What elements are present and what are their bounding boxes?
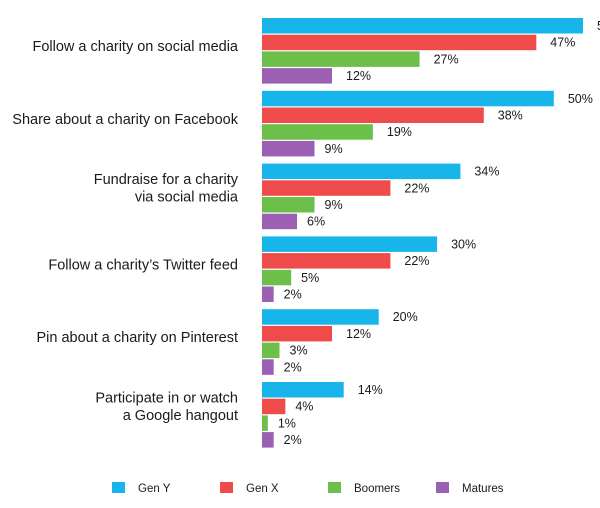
bars <box>262 18 583 448</box>
category-label: Follow a charity’s Twitter feed <box>48 257 238 273</box>
bar-matures <box>262 140 315 157</box>
bar-gen-x <box>262 107 484 123</box>
bar-matures <box>262 432 274 448</box>
category-label: a Google hangout <box>123 408 238 424</box>
value-label: 6% <box>307 215 325 229</box>
bar-boomers <box>262 197 315 213</box>
value-label: 12% <box>346 69 371 83</box>
value-label: 9% <box>325 142 343 156</box>
bar-boomers <box>262 124 373 140</box>
value-label: 2% <box>284 360 302 374</box>
value-label: 55% <box>597 19 600 33</box>
value-label: 2% <box>284 433 302 447</box>
bar-matures <box>262 213 298 230</box>
legend-swatch-matures <box>436 482 449 493</box>
value-label: 47% <box>550 36 575 50</box>
bar-gen-x <box>262 180 391 196</box>
bar-boomers <box>262 51 420 67</box>
value-labels: 55%47%27%12%50%38%19%9%34%22%9%6%30%22%5… <box>278 19 600 447</box>
bar-boomers <box>262 415 268 431</box>
bar-matures <box>262 68 333 84</box>
bar-gen-x <box>262 325 333 342</box>
bar-matures <box>262 359 274 375</box>
value-label: 19% <box>387 125 412 139</box>
value-label: 3% <box>290 344 308 358</box>
value-label: 1% <box>278 416 296 430</box>
value-label: 30% <box>451 237 476 251</box>
bar-gen-y <box>262 309 379 325</box>
value-label: 4% <box>295 400 313 414</box>
legend-label-matures: Matures <box>462 483 504 495</box>
legend-swatch-boomers <box>328 482 341 493</box>
legend-label-gen-y: Gen Y <box>138 483 171 495</box>
value-label: 22% <box>404 181 429 195</box>
category-label: Fundraise for a charity <box>94 172 239 188</box>
legend-label-gen-x: Gen X <box>246 483 279 495</box>
category-label: Share about a charity on Facebook <box>12 112 238 128</box>
bar-gen-x <box>262 398 286 415</box>
bar-gen-y <box>262 90 554 107</box>
value-label: 34% <box>474 165 499 179</box>
category-label: via social media <box>135 189 239 205</box>
bar-boomers <box>262 342 280 359</box>
value-label: 14% <box>358 383 383 397</box>
bar-gen-x <box>262 34 537 51</box>
value-label: 2% <box>284 288 302 302</box>
value-label: 27% <box>434 52 459 66</box>
value-label: 22% <box>404 254 429 268</box>
category-label: Follow a charity on social media <box>32 39 238 55</box>
legend-label-boomers: Boomers <box>354 483 400 495</box>
bar-gen-x <box>262 253 391 269</box>
value-label: 12% <box>346 327 371 341</box>
bar-matures <box>262 286 274 302</box>
bar-boomers <box>262 269 292 286</box>
bar-gen-y <box>262 163 461 180</box>
value-label: 38% <box>498 109 523 123</box>
bar-gen-y <box>262 382 344 398</box>
category-labels: Follow a charity on social media Share ab… <box>12 39 239 424</box>
value-label: 5% <box>301 271 319 285</box>
value-label: 9% <box>325 198 343 212</box>
legend: Gen Y Gen X Boomers Matures <box>112 482 504 495</box>
bar-gen-y <box>262 18 583 34</box>
value-label: 20% <box>393 310 418 324</box>
legend-swatch-gen-x <box>220 482 233 493</box>
bar-gen-y <box>262 236 438 252</box>
value-label: 50% <box>568 92 593 106</box>
category-label: Pin about a charity on Pinterest <box>36 330 238 346</box>
legend-swatch-gen-y <box>112 482 125 493</box>
category-label: Participate in or watch <box>95 390 238 406</box>
